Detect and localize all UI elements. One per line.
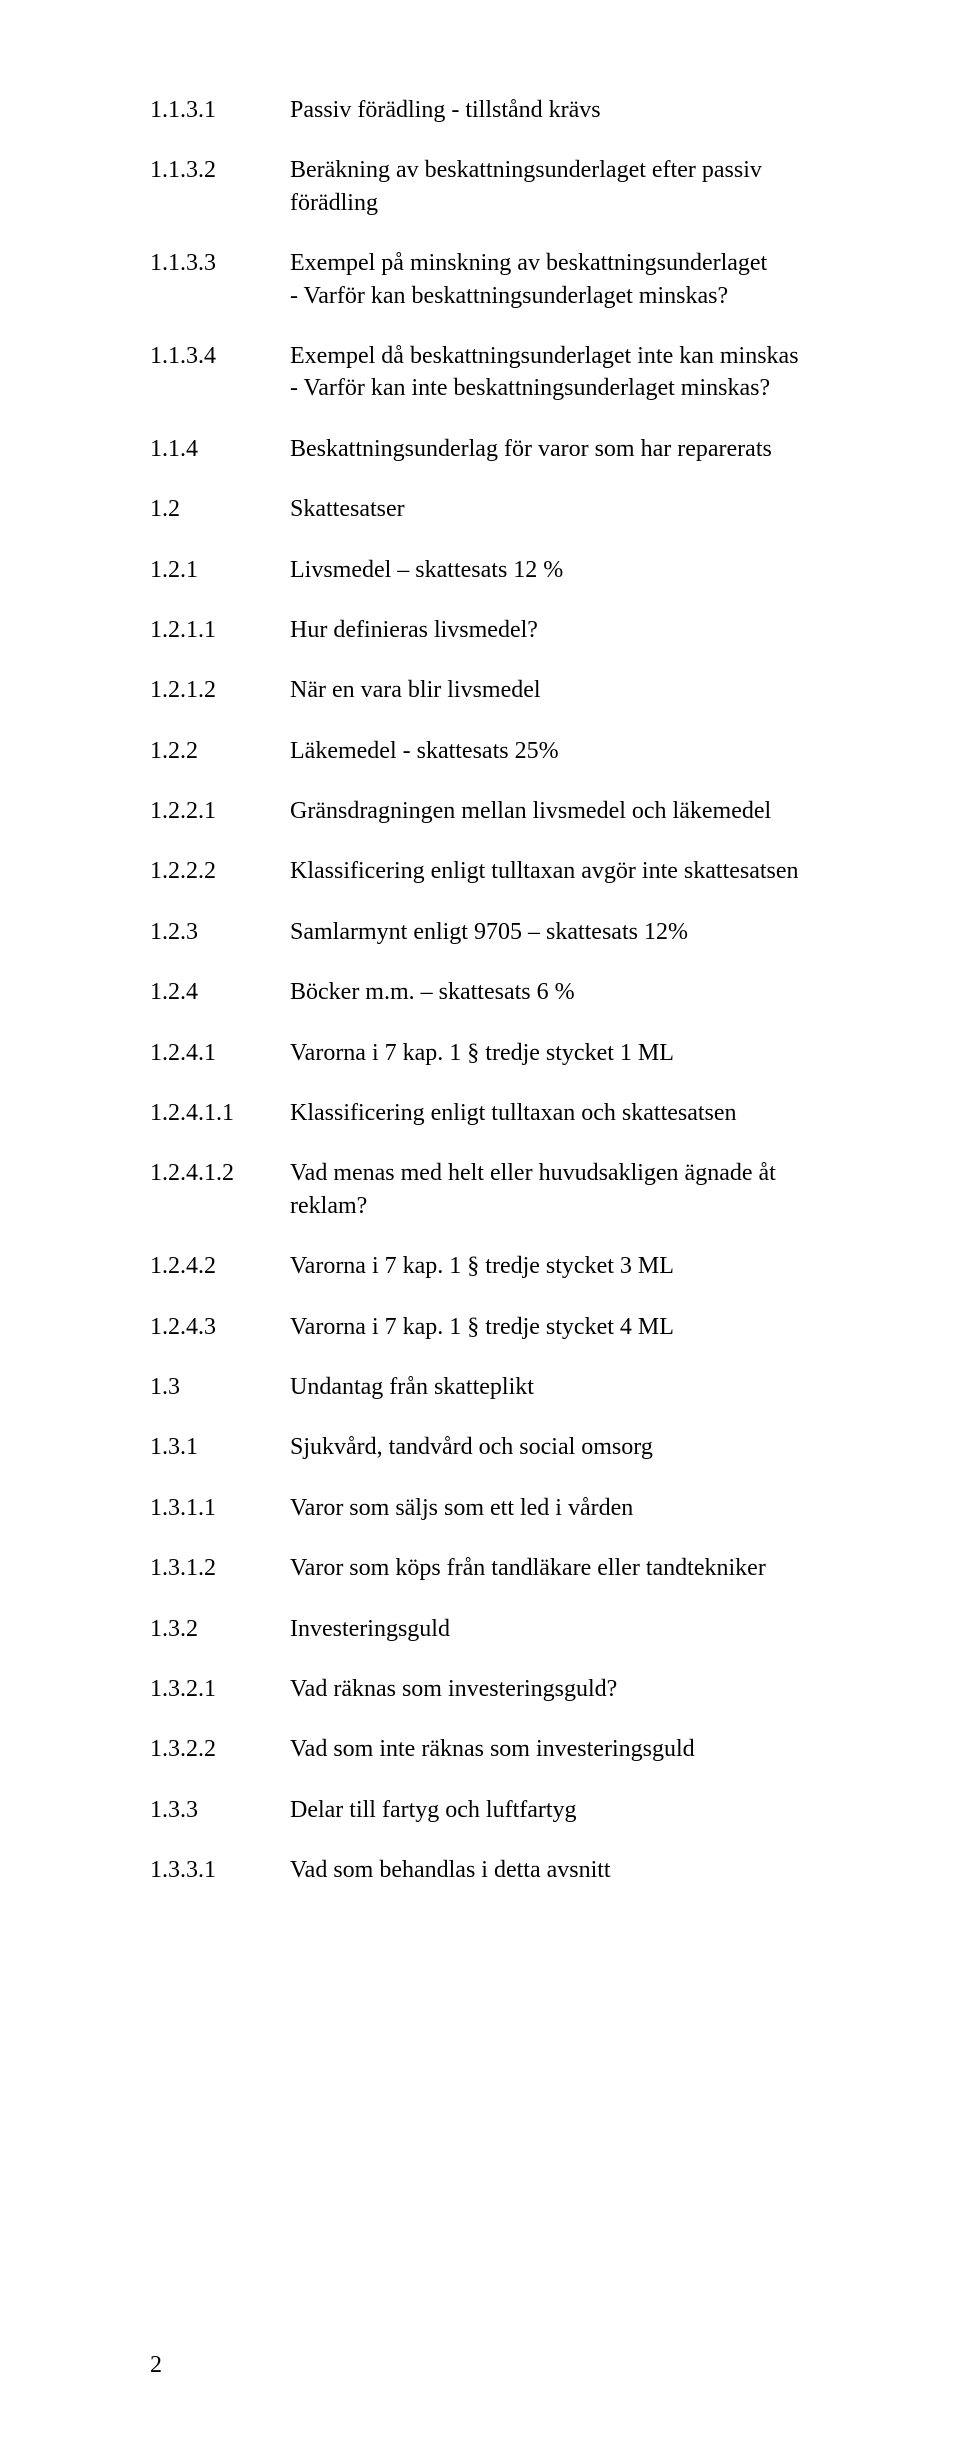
toc-number: 1.3.2.2 [150,1733,290,1765]
toc-text: Livsmedel – skattesats 12 % [290,554,850,586]
toc-number: 1.2.2 [150,735,290,767]
toc-line: 1.1.3.2Beräkning av beskattningsunderlag… [150,154,850,219]
toc-line: 1.2.4.3Varorna i 7 kap. 1 § tredje styck… [150,1311,850,1343]
toc-line: 1.2.4.1.2Vad menas med helt eller huvuds… [150,1157,850,1222]
document-page: 1.1.3.1Passiv förädling - tillstånd kräv… [0,0,960,2439]
toc-number: 1.3 [150,1371,290,1403]
toc-number: 1.3.2 [150,1613,290,1645]
toc-line: 1.3.2.2Vad som inte räknas som investeri… [150,1733,850,1765]
toc-line: 1.2.4.2Varorna i 7 kap. 1 § tredje styck… [150,1250,850,1282]
toc-line: 1.1.3.3Exempel på minskning av beskattni… [150,247,850,312]
toc-number: 1.3.1.2 [150,1552,290,1584]
toc-text: Samlarmynt enligt 9705 – skattesats 12% [290,916,850,948]
toc-text: Vad som behandlas i detta avsnitt [290,1854,850,1886]
toc-number: 1.1.3.4 [150,340,290,372]
toc-number: 1.3.1 [150,1431,290,1463]
toc-text: Skattesatser [290,493,850,525]
toc-number: 1.2.3 [150,916,290,948]
toc-number: 1.2.1 [150,554,290,586]
toc-number: 1.2.4.1.2 [150,1157,290,1189]
toc-line: 1.2.4.1Varorna i 7 kap. 1 § tredje styck… [150,1037,850,1069]
toc-text: Vad räknas som investeringsguld? [290,1673,850,1705]
toc-text: Undantag från skatteplikt [290,1371,850,1403]
toc-text: Beräkning av beskattningsunderlaget efte… [290,154,850,219]
toc-text: Hur definieras livsmedel? [290,614,850,646]
toc-line: 1.3.3Delar till fartyg och luftfartyg [150,1794,850,1826]
toc-line: 1.2.3Samlarmynt enligt 9705 – skattesats… [150,916,850,948]
toc-line: 1.3.2Investeringsguld [150,1613,850,1645]
toc-line: 1.2.1.1Hur definieras livsmedel? [150,614,850,646]
toc-number: 1.2.2.1 [150,795,290,827]
toc-line: 1.2.1.2När en vara blir livsmedel [150,674,850,706]
toc-text: Varor som säljs som ett led i vården [290,1492,850,1524]
toc-text: Varorna i 7 kap. 1 § tredje stycket 3 ML [290,1250,850,1282]
toc-text: Investeringsguld [290,1613,850,1645]
page-number: 2 [150,2352,162,2379]
toc-text: Böcker m.m. – skattesats 6 % [290,976,850,1008]
toc-number: 1.2.4.3 [150,1311,290,1343]
toc-text: Varorna i 7 kap. 1 § tredje stycket 4 ML [290,1311,850,1343]
toc-text: Klassificering enligt tulltaxan och skat… [290,1097,850,1129]
toc-line: 1.2.4.1.1Klassificering enligt tulltaxan… [150,1097,850,1129]
toc-text: Vad som inte räknas som investeringsguld [290,1733,850,1765]
toc-text: Läkemedel - skattesats 25% [290,735,850,767]
toc-line: 1.1.3.4Exempel då beskattningsunderlaget… [150,340,850,405]
toc-line: 1.1.3.1Passiv förädling - tillstånd kräv… [150,94,850,126]
toc-number: 1.2.1.1 [150,614,290,646]
toc-line: 1.2.2.1Gränsdragningen mellan livsmedel … [150,795,850,827]
toc-text: Delar till fartyg och luftfartyg [290,1794,850,1826]
toc-text: Varor som köps från tandläkare eller tan… [290,1552,850,1584]
toc-text: När en vara blir livsmedel [290,674,850,706]
toc-number: 1.1.3.3 [150,247,290,279]
toc-line: 1.3.1.1Varor som säljs som ett led i vår… [150,1492,850,1524]
toc-line: 1.2.1Livsmedel – skattesats 12 % [150,554,850,586]
toc-line: 1.2.2.2Klassificering enligt tulltaxan a… [150,855,850,887]
toc-text: Vad menas med helt eller huvudsakligen ä… [290,1157,850,1222]
toc-number: 1.2 [150,493,290,525]
toc-number: 1.3.3 [150,1794,290,1826]
toc-number: 1.3.3.1 [150,1854,290,1886]
toc-line: 1.2.2Läkemedel - skattesats 25% [150,735,850,767]
toc-line: 1.3.1Sjukvård, tandvård och social omsor… [150,1431,850,1463]
toc-text: Exempel då beskattningsunderlaget inte k… [290,340,850,405]
toc-text: Exempel på minskning av beskattningsunde… [290,247,850,312]
toc-text: Klassificering enligt tulltaxan avgör in… [290,855,850,887]
toc-number: 1.2.1.2 [150,674,290,706]
toc-number: 1.2.4.1.1 [150,1097,290,1129]
toc-number: 1.1.3.1 [150,94,290,126]
toc-text: Sjukvård, tandvård och social omsorg [290,1431,850,1463]
toc-list: 1.1.3.1Passiv förädling - tillstånd kräv… [150,94,850,1887]
toc-line: 1.2Skattesatser [150,493,850,525]
toc-line: 1.3Undantag från skatteplikt [150,1371,850,1403]
toc-number: 1.1.3.2 [150,154,290,186]
toc-text: Gränsdragningen mellan livsmedel och läk… [290,795,850,827]
toc-number: 1.1.4 [150,433,290,465]
toc-line: 1.2.4Böcker m.m. – skattesats 6 % [150,976,850,1008]
toc-number: 1.3.1.1 [150,1492,290,1524]
toc-text: Varorna i 7 kap. 1 § tredje stycket 1 ML [290,1037,850,1069]
toc-number: 1.2.4.2 [150,1250,290,1282]
toc-text: Beskattningsunderlag för varor som har r… [290,433,850,465]
toc-text: Passiv förädling - tillstånd krävs [290,94,850,126]
toc-line: 1.3.2.1Vad räknas som investeringsguld? [150,1673,850,1705]
toc-number: 1.2.2.2 [150,855,290,887]
toc-line: 1.1.4Beskattningsunderlag för varor som … [150,433,850,465]
toc-number: 1.3.2.1 [150,1673,290,1705]
toc-line: 1.3.3.1Vad som behandlas i detta avsnitt [150,1854,850,1886]
toc-number: 1.2.4.1 [150,1037,290,1069]
toc-line: 1.3.1.2Varor som köps från tandläkare el… [150,1552,850,1584]
toc-number: 1.2.4 [150,976,290,1008]
